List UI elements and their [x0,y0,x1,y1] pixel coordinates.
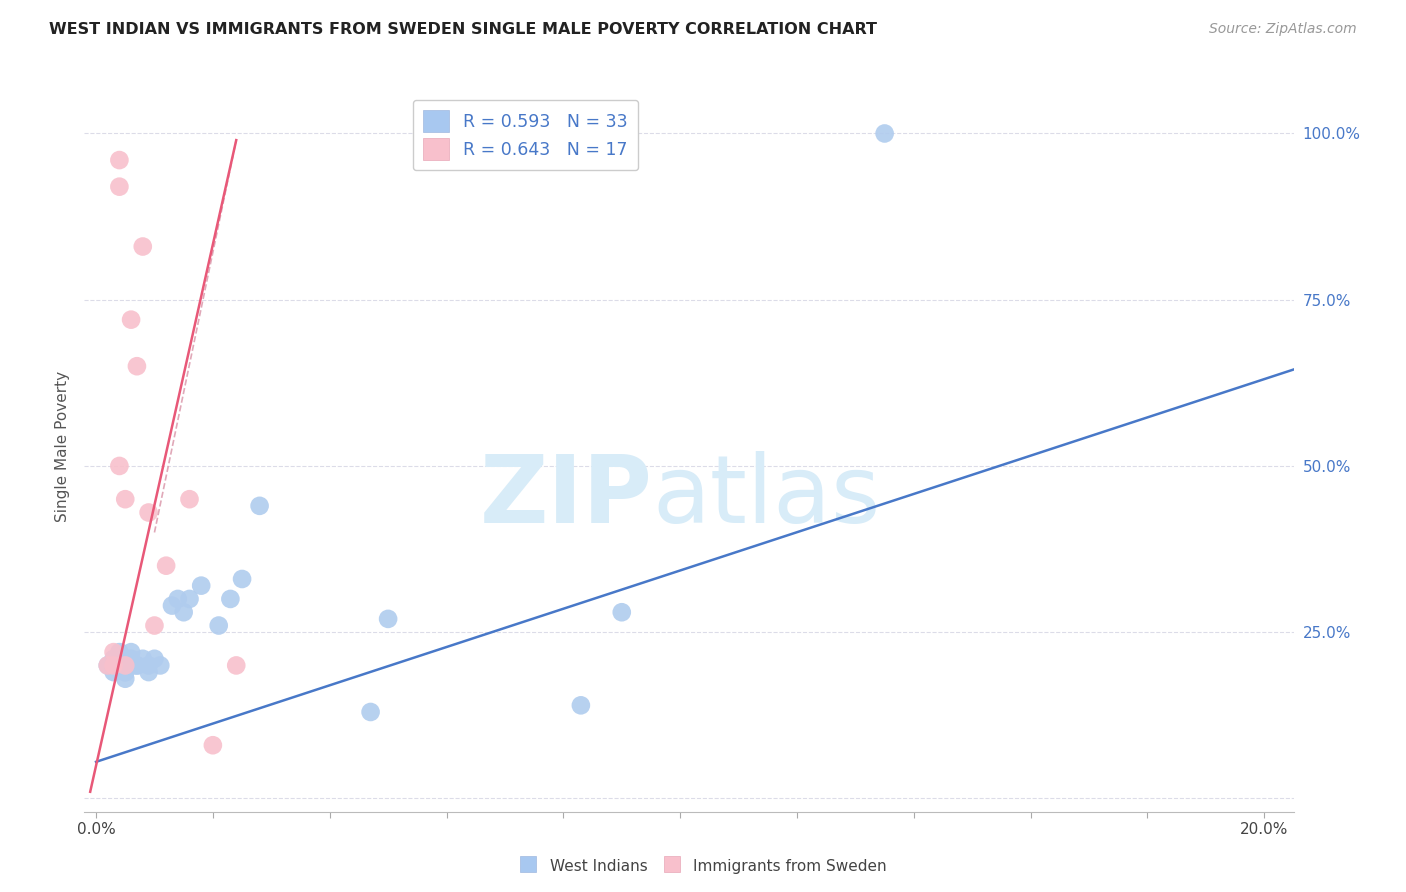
Text: ZIP: ZIP [479,451,652,543]
Text: WEST INDIAN VS IMMIGRANTS FROM SWEDEN SINGLE MALE POVERTY CORRELATION CHART: WEST INDIAN VS IMMIGRANTS FROM SWEDEN SI… [49,22,877,37]
Legend: R = 0.593   N = 33, R = 0.643   N = 17: R = 0.593 N = 33, R = 0.643 N = 17 [413,100,638,170]
Point [97,658,120,673]
Point [149,658,172,673]
Point [103,665,125,679]
Point [103,652,125,666]
Point [138,665,160,679]
Point [114,492,136,507]
Point [120,645,142,659]
Point [201,738,224,752]
Point [120,652,142,666]
Point [138,506,160,520]
Y-axis label: Single Male Poverty: Single Male Poverty [55,370,70,522]
Point [103,658,125,673]
Point [377,612,399,626]
Point [225,658,247,673]
Point [360,705,382,719]
Point [231,572,253,586]
Point [166,591,188,606]
Text: atlas: atlas [652,451,882,543]
Point [160,599,183,613]
Point [120,312,142,326]
Point [125,658,148,673]
Point [108,179,131,194]
Point [97,658,120,673]
Point [190,579,212,593]
Point [610,605,633,619]
Point [143,618,166,632]
Legend: West Indians, Immigrants from Sweden: West Indians, Immigrants from Sweden [513,852,893,880]
Point [114,672,136,686]
Point [132,239,155,253]
Point [103,645,125,659]
Point [108,658,131,673]
Point [179,591,201,606]
Point [179,492,201,507]
Point [108,153,131,167]
Point [138,658,160,673]
Point [108,645,131,659]
Point [125,658,148,673]
Point [132,652,155,666]
Point [569,698,592,713]
Point [108,458,131,473]
Point [208,618,231,632]
Point [125,359,148,374]
Point [155,558,177,573]
Point [173,605,195,619]
Point [219,591,242,606]
Point [114,665,136,679]
Point [114,658,136,673]
Point [108,658,131,673]
Point [873,127,896,141]
Point [114,665,136,679]
Point [143,652,166,666]
Point [114,658,136,673]
Point [249,499,271,513]
Text: Source: ZipAtlas.com: Source: ZipAtlas.com [1209,22,1357,37]
